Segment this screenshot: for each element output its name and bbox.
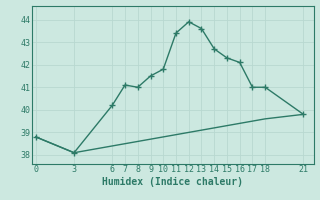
X-axis label: Humidex (Indice chaleur): Humidex (Indice chaleur)	[102, 177, 243, 187]
